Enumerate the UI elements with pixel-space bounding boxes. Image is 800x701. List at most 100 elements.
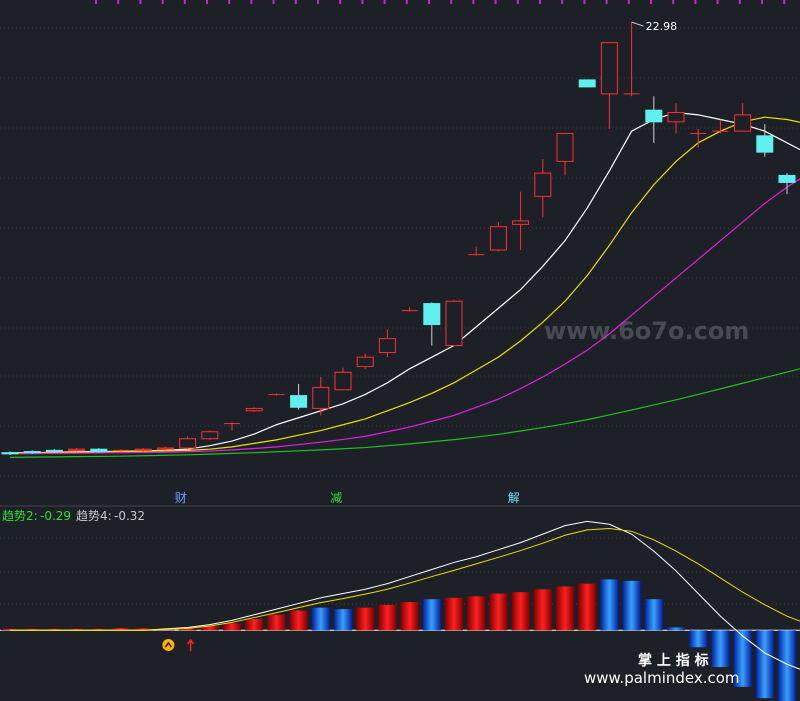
- candle-body: [245, 407, 263, 412]
- candle-body: [1, 452, 19, 455]
- candle: [734, 103, 752, 132]
- candle-body: [312, 386, 330, 409]
- histogram-bar: [178, 627, 197, 631]
- histogram-bar: [289, 610, 308, 631]
- histogram-bar: [356, 607, 375, 631]
- histogram-bar: [45, 628, 64, 631]
- histogram-bar: [400, 602, 419, 631]
- candle-body: [778, 174, 796, 183]
- histogram-bar: [334, 609, 352, 631]
- candle: [23, 450, 41, 454]
- candle: [334, 367, 352, 391]
- legend-trend2-value: -0.29: [40, 509, 71, 523]
- candle: [778, 173, 796, 195]
- histogram-bar: [511, 592, 530, 631]
- high-price-label: 22.98: [646, 20, 678, 33]
- legend-trend4-value: -0.32: [114, 509, 145, 523]
- histogram-bar: [267, 614, 286, 631]
- moving-average-line: [9, 368, 800, 458]
- candle: [690, 128, 707, 148]
- candle-body: [645, 109, 663, 123]
- histogram-bar: [467, 596, 486, 631]
- candle-body: [68, 448, 86, 451]
- candle: [156, 446, 174, 451]
- histogram-bar: [755, 630, 774, 699]
- candle-body: [600, 42, 618, 95]
- legend-trend4-label: 趋势4:: [76, 509, 112, 523]
- candle-body: [378, 338, 396, 354]
- watermark-cn: 掌 上 指 标: [638, 652, 709, 669]
- candle: [756, 124, 774, 157]
- indicator-panel: [0, 520, 800, 701]
- candle-body: [179, 438, 197, 449]
- candle: [534, 159, 552, 218]
- candle: [512, 191, 530, 250]
- candle: [356, 353, 374, 369]
- candle: [401, 307, 418, 312]
- histogram-bar: [23, 628, 42, 631]
- histogram-bar: [134, 628, 153, 631]
- candle: [201, 430, 219, 440]
- candle: [645, 96, 663, 143]
- signal-marker-label: 减: [330, 491, 342, 505]
- candle: [468, 246, 485, 256]
- candle-body: [90, 448, 108, 453]
- histogram-bar: [622, 580, 641, 631]
- signal-marker-label: 财: [175, 491, 187, 505]
- watermark-url: www.palmindex.com: [584, 669, 740, 687]
- histogram-bar: [223, 623, 241, 631]
- histogram-bar: [556, 586, 574, 631]
- candle-body: [290, 395, 308, 408]
- histogram-bar: [644, 599, 663, 631]
- candle: [445, 300, 463, 347]
- candle: [712, 119, 729, 134]
- histogram-bar: [112, 628, 130, 631]
- candle-body: [201, 431, 219, 440]
- histogram-bar: [1, 628, 19, 631]
- histogram-bar: [689, 630, 708, 648]
- candle: [378, 329, 396, 358]
- candle: [268, 393, 285, 396]
- histogram-bar: [711, 630, 730, 668]
- histogram-bar: [578, 583, 597, 631]
- histogram-bar: [600, 579, 619, 631]
- candle-body: [667, 112, 685, 123]
- candle-body: [534, 172, 552, 197]
- signal-circle-icon: [162, 639, 175, 651]
- histogram-bar: [89, 628, 108, 631]
- histogram-bar: [422, 599, 441, 631]
- histogram-bar: [445, 597, 463, 631]
- candle-body: [756, 135, 774, 153]
- candle: [423, 302, 441, 346]
- candle-body: [734, 114, 752, 132]
- candle: [113, 449, 129, 452]
- high-price-pointer: [631, 21, 644, 27]
- candle-body: [445, 300, 463, 347]
- candle: [600, 42, 618, 129]
- candle: [45, 449, 63, 453]
- histogram-bar: [733, 630, 752, 687]
- candle: [578, 79, 596, 88]
- histogram-bar: [489, 593, 508, 631]
- signal-arrow-head: [187, 638, 195, 645]
- candle: [90, 448, 108, 453]
- candle-body: [423, 303, 441, 326]
- candle: [489, 222, 507, 252]
- histogram-bar: [245, 618, 264, 631]
- candle-body: [556, 132, 574, 162]
- candle: [134, 448, 152, 452]
- candle-body: [334, 371, 352, 391]
- candle: [224, 422, 240, 431]
- candle-body: [512, 220, 530, 225]
- candle: [312, 376, 330, 416]
- candle: [623, 22, 640, 97]
- histogram-bar: [667, 627, 685, 631]
- histogram-bar: [67, 628, 86, 631]
- candle: [667, 103, 685, 134]
- signal-chevron-icon: [164, 641, 172, 648]
- histogram-bar: [200, 626, 219, 631]
- grid-lines: [0, 0, 800, 605]
- candle: [290, 383, 308, 410]
